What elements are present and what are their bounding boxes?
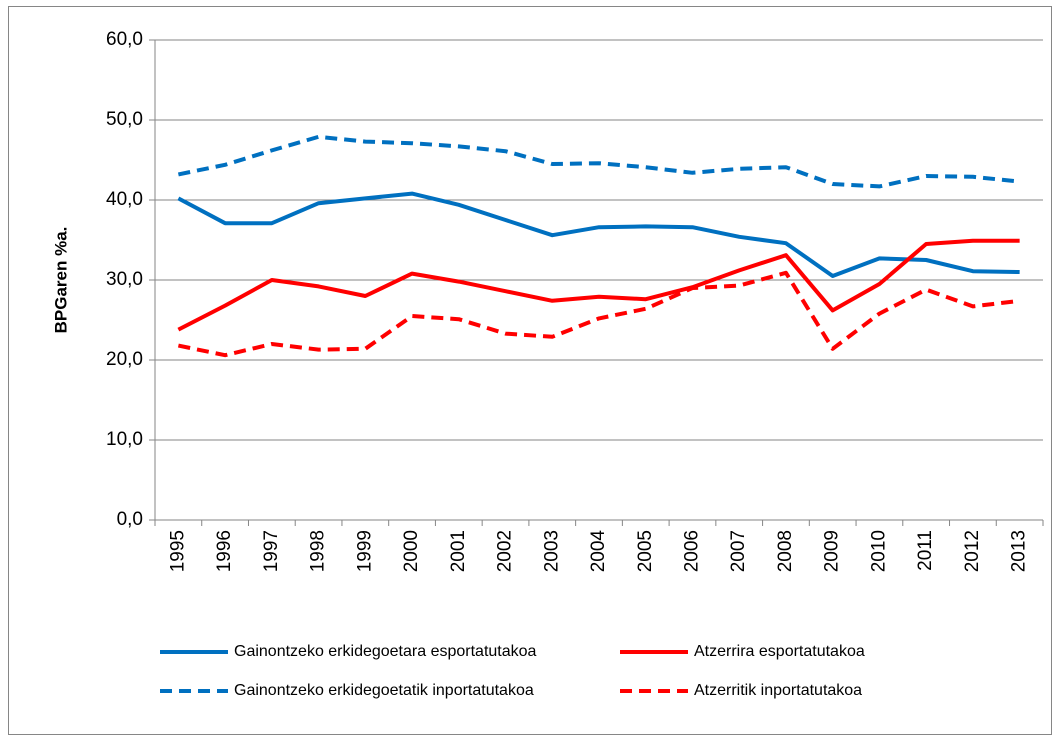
y-tick-label: 50,0: [106, 109, 143, 130]
legend-label: Atzerritik inportatutakoa: [694, 682, 862, 699]
x-tick-label: 1998: [308, 530, 329, 572]
y-tick-label: 30,0: [106, 269, 143, 290]
x-tick-label: 1995: [167, 530, 188, 572]
series-line: [177, 191, 1020, 278]
y-tick-label: 20,0: [106, 349, 143, 370]
series-line: [177, 238, 1020, 332]
x-tick-label: 2000: [401, 530, 422, 572]
x-tick-label: 2006: [681, 530, 702, 572]
x-tick-label: 2002: [495, 530, 516, 572]
y-tick-label: 10,0: [106, 429, 143, 450]
x-tick-label: 2012: [962, 530, 983, 572]
series-line: [177, 134, 1020, 189]
x-tick-label: 2007: [728, 530, 749, 572]
legend-label: Gainontzeko erkidegoetatik inportatutako…: [234, 682, 534, 699]
x-tick-label: 1996: [214, 530, 235, 572]
y-axis-label: BPGaren %a.: [51, 227, 70, 334]
x-tick-label: 1997: [261, 530, 282, 572]
x-tick-label: 2013: [1009, 530, 1030, 572]
legend-label: Atzerrira esportatutakoa: [694, 643, 865, 660]
x-tick-label: 2011: [915, 530, 936, 571]
legend-label: Gainontzeko erkidegoetara esportatutakoa: [234, 643, 537, 660]
x-tick-label: 1999: [354, 530, 375, 572]
y-tick-label: 40,0: [106, 189, 143, 210]
x-tick-label: 2008: [775, 530, 796, 572]
chart-border: [8, 6, 1052, 735]
x-tick-label: 2003: [541, 530, 562, 572]
x-tick-label: 2005: [635, 530, 656, 572]
x-tick-label: 2009: [822, 530, 843, 572]
series-line: [177, 270, 1020, 358]
x-tick-label: 2004: [588, 530, 609, 573]
y-tick-label: 0,0: [117, 509, 143, 530]
x-tick-label: 2010: [868, 530, 889, 572]
y-tick-label: 60,0: [106, 29, 143, 50]
x-tick-label: 2001: [448, 530, 469, 572]
